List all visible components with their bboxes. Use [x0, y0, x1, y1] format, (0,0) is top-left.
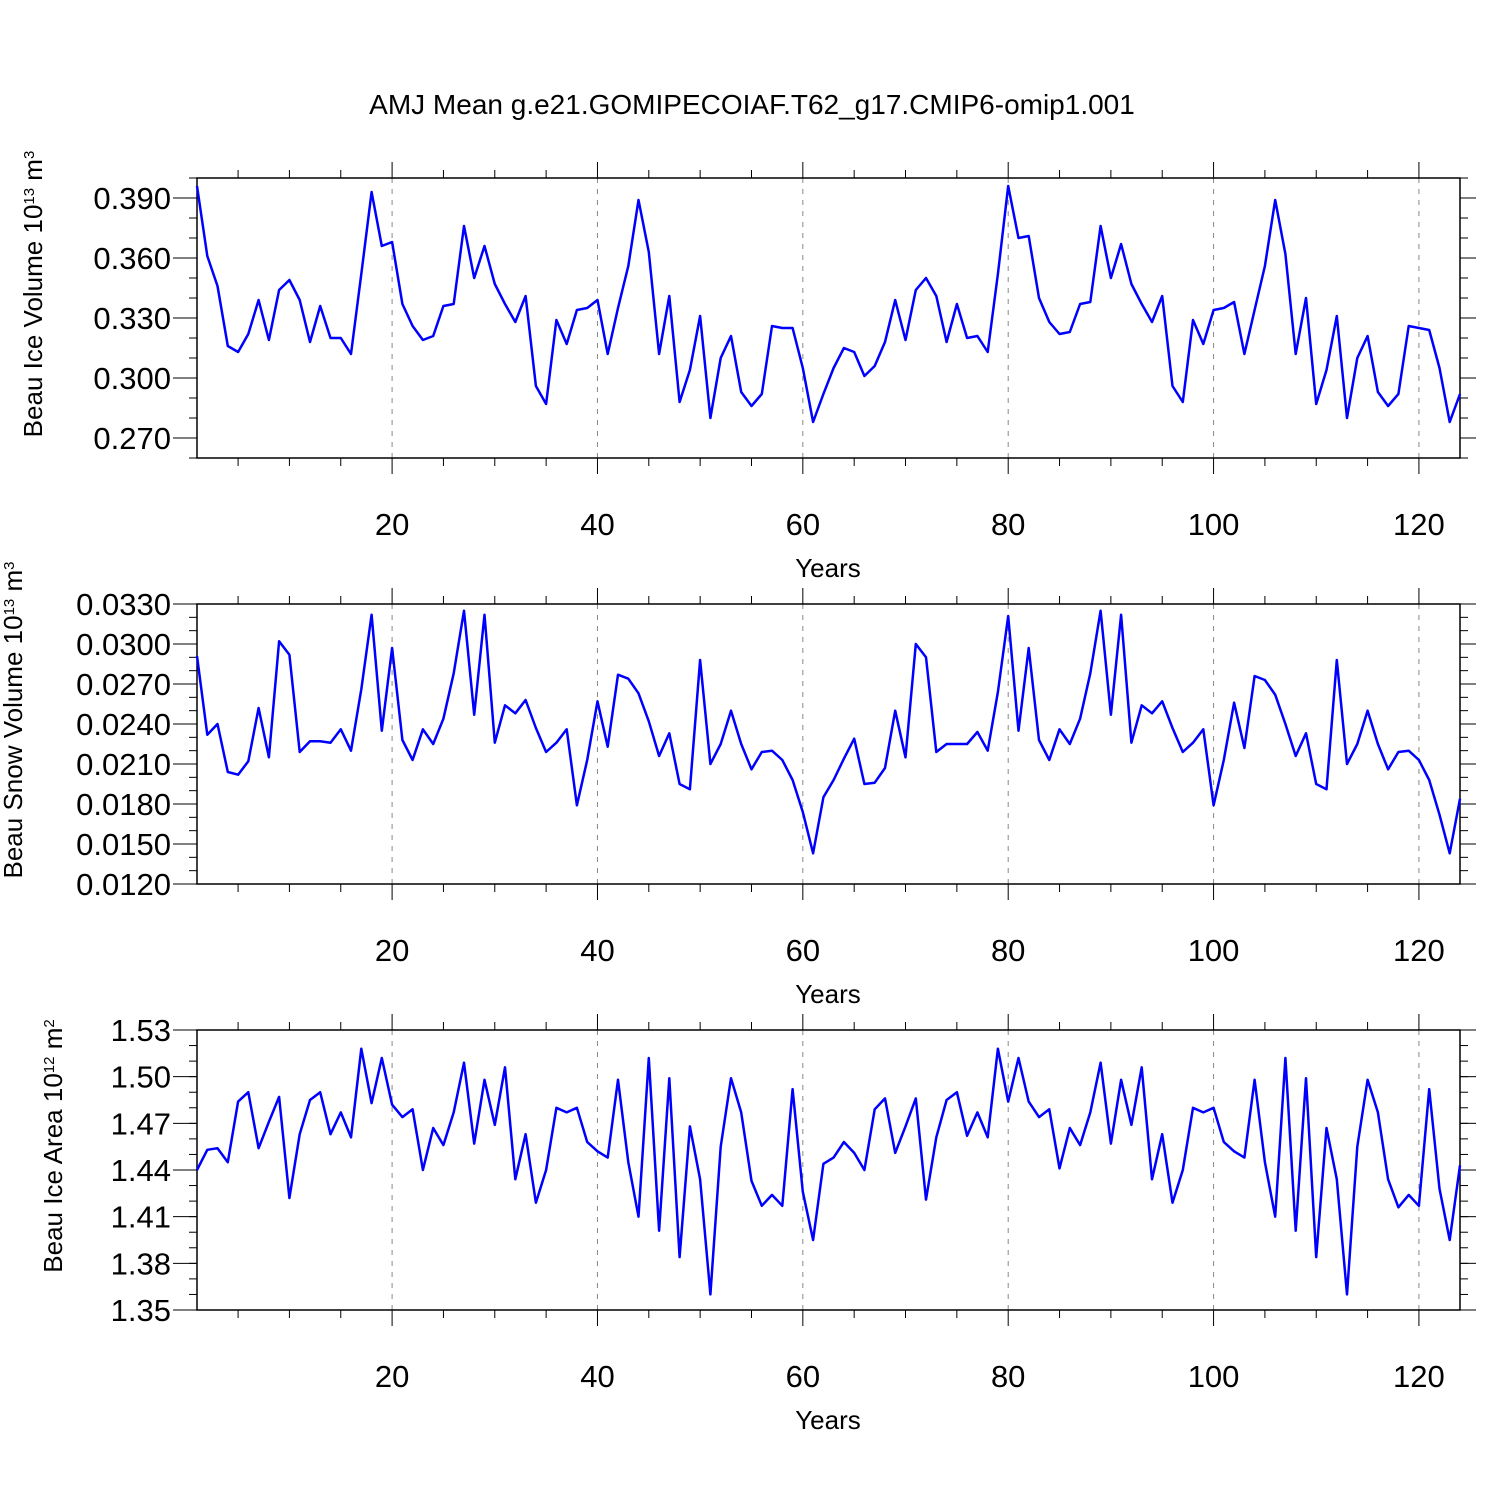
y-tick-label: 0.0120	[76, 867, 171, 902]
series-line	[195, 184, 1462, 424]
panel-1: 0.270 0.300 0.330 0.360 0.390 20 40 60 80 100 120 Y…	[18, 151, 1476, 583]
y-tick-label: 1.38	[111, 1246, 171, 1281]
y-axis-title-unit-exponent: 3	[21, 151, 38, 159]
y-tick-label: 1.50	[111, 1060, 171, 1095]
x-tick-label: 100	[1188, 507, 1240, 542]
y-axis-title-prefix: Beau Snow Volume 10	[0, 615, 28, 878]
y-tick-label: 0.0150	[76, 827, 171, 862]
y-tick-label: 1.35	[111, 1293, 171, 1328]
y-axis-title: Beau Snow Volume 1013 m3	[0, 562, 28, 879]
x-tick-label: 60	[786, 507, 820, 542]
panel-2: 0.0120 0.0150 0.0180 0.0210 0.0240 0.0270 0.03…	[0, 562, 1476, 1009]
y-axis-title-unit: m	[0, 570, 28, 599]
x-axis-title: Years	[795, 979, 861, 1009]
x-tick-label: 80	[991, 507, 1025, 542]
y-tick-label: 0.270	[93, 421, 171, 456]
y-tick-label: 0.300	[93, 361, 171, 396]
y-tick-label: 0.0210	[76, 747, 171, 782]
x-tick-label: 20	[375, 1359, 409, 1394]
panels: 0.270 0.300 0.330 0.360 0.390 20 40 60 80 100 120 Y…	[0, 151, 1476, 1435]
plot-frame	[196, 177, 1461, 459]
y-tick-label: 0.0240	[76, 707, 171, 742]
x-tick-label: 120	[1393, 1359, 1445, 1394]
plot-frame	[196, 1029, 1461, 1311]
x-tick-label: 120	[1393, 507, 1445, 542]
y-axis-title-unit: m	[38, 1028, 68, 1057]
x-axis-title: Years	[795, 1405, 861, 1435]
x-tick-label: 80	[991, 1359, 1025, 1394]
y-tick-label: 0.0300	[76, 627, 171, 662]
y-axis-title-prefix: Beau Ice Area 10	[38, 1073, 68, 1272]
y-tick-label: 0.330	[93, 301, 171, 336]
y-tick-label: 1.44	[111, 1153, 171, 1188]
x-tick-label: 40	[580, 1359, 614, 1394]
y-tick-label: 1.41	[111, 1200, 171, 1235]
y-tick-label: 0.0180	[76, 787, 171, 822]
y-axis-title-unit-exponent: 2	[41, 1019, 58, 1027]
y-axis-title-exponent: 13	[21, 188, 38, 205]
x-tick-label: 20	[375, 933, 409, 968]
y-axis-title-unit-exponent: 3	[1, 562, 18, 570]
x-tick-label: 40	[580, 933, 614, 968]
x-tick-label: 120	[1393, 933, 1445, 968]
x-tick-label: 40	[580, 507, 614, 542]
y-tick-label: 0.390	[93, 181, 171, 216]
y-tick-label: 0.0270	[76, 667, 171, 702]
x-tick-label: 100	[1188, 933, 1240, 968]
y-axis-title-unit: m	[18, 159, 48, 188]
y-tick-label: 1.47	[111, 1106, 171, 1141]
plot-frame	[196, 603, 1461, 885]
x-tick-label: 80	[991, 933, 1025, 968]
x-tick-label: 20	[375, 507, 409, 542]
y-axis-title-exponent: 12	[41, 1057, 58, 1074]
chart-title: AMJ Mean g.e21.GOMIPECOIAF.T62_g17.CMIP6…	[369, 89, 1135, 120]
y-axis-title: Beau Ice Volume 1013 m3	[18, 151, 48, 438]
y-tick-label: 0.0330	[76, 587, 171, 622]
series-line	[195, 609, 1462, 855]
x-tick-label: 100	[1188, 1359, 1240, 1394]
x-tick-label: 60	[786, 933, 820, 968]
y-tick-label: 0.360	[93, 241, 171, 276]
y-axis-title: Beau Ice Area 1012 m2	[38, 1019, 68, 1272]
y-axis-title-exponent: 13	[1, 599, 18, 616]
panel-3: 1.35 1.38 1.41 1.44 1.47 1.50 1.53 20 40 60 80 100 1…	[38, 1013, 1476, 1435]
x-tick-label: 60	[786, 1359, 820, 1394]
x-axis-title: Years	[795, 553, 861, 583]
y-axis-title-prefix: Beau Ice Volume 10	[18, 205, 48, 438]
y-tick-label: 1.53	[111, 1013, 171, 1048]
series-line	[195, 1047, 1462, 1296]
